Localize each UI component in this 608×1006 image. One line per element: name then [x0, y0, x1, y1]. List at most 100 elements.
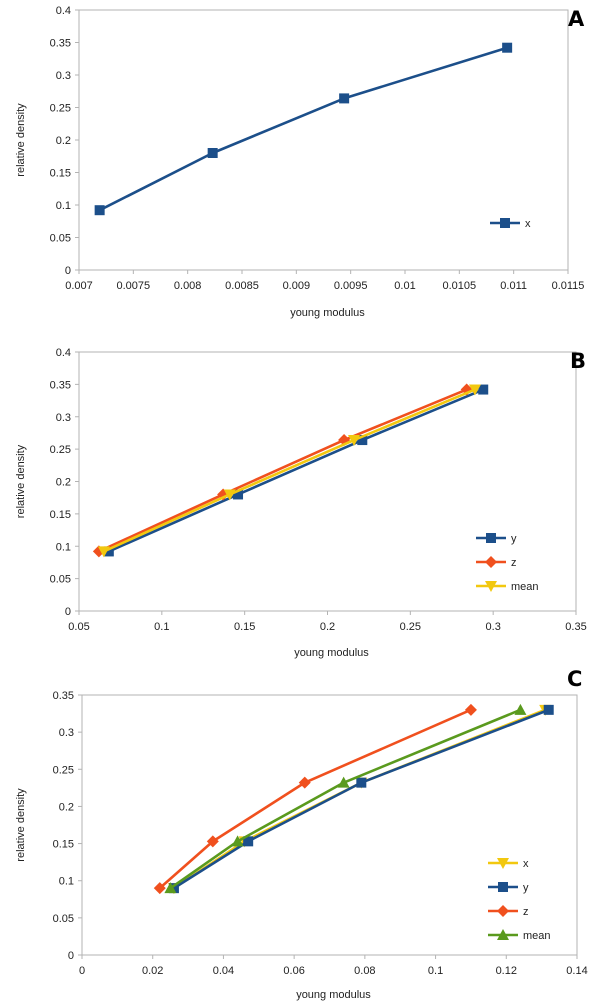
data-point-x — [94, 205, 105, 216]
chart-panel-a: 0 0.05 0.1 0.15 0.2 0.25 0.3 0.35 0.4 0.007 0.0075… — [15, 5, 585, 319]
legend-swatch-marker — [497, 858, 509, 869]
y-tick-label: 0.15 — [50, 509, 71, 521]
data-point-y — [357, 435, 368, 446]
legend-label-mean: mean — [511, 581, 539, 593]
y-tick-label: 0.3 — [59, 727, 74, 739]
chart-panel-b: 0 0.05 0.1 0.15 0.2 0.25 0.3 0.35 0.4 0.05 0.1 0.15… — [15, 347, 587, 659]
y-tick-label: 0 — [65, 606, 71, 618]
data-point-y — [168, 883, 179, 894]
data-point-y — [478, 384, 489, 395]
legend-label-x: x — [525, 218, 531, 230]
data-point-y — [543, 704, 554, 715]
x-tick-label: 0.007 — [65, 280, 93, 292]
data-point-mean — [97, 546, 110, 558]
x-tick-label: 0.12 — [496, 965, 517, 977]
x-tick-label: 0.01 — [394, 280, 415, 292]
x-tick-label: 0.1 — [428, 965, 443, 977]
series-line-z — [98, 388, 468, 553]
series-x — [94, 42, 513, 216]
y-tick-label: 0.05 — [50, 574, 71, 586]
y-tick-label: 0.2 — [59, 801, 74, 813]
panel-letter: A — [568, 7, 585, 31]
data-point-mean — [348, 435, 361, 447]
y-tick-label: 0.1 — [59, 876, 74, 888]
legend: xyz mean — [488, 858, 551, 942]
data-point-mean — [231, 835, 244, 847]
data-point-z — [298, 776, 311, 789]
series-line-z — [158, 708, 472, 890]
x-axis-label: young modulus — [294, 647, 369, 659]
y-axis-label: relative density — [15, 103, 27, 177]
y-tick-label: 0.1 — [56, 200, 71, 212]
x-tick-label: 0.05 — [68, 621, 89, 633]
data-point-y — [233, 489, 244, 500]
x-tick-label: 0.14 — [566, 965, 587, 977]
y-tick-label: 0.1 — [56, 541, 71, 553]
y-tick-label: 0 — [65, 265, 71, 277]
plot-frame — [78, 9, 569, 271]
legend-swatch-marker — [500, 218, 510, 228]
x-axis-label: young modulus — [290, 307, 365, 319]
legend-label-mean: mean — [523, 930, 551, 942]
data-point-x — [502, 42, 513, 53]
y-tick-label: 0.25 — [50, 103, 71, 115]
panel-letter: C — [567, 667, 582, 691]
plot-frame — [78, 351, 577, 612]
legend-swatch-marker — [497, 929, 509, 940]
x-tick-label: 0.1 — [154, 621, 169, 633]
y-tick-label: 0.3 — [56, 70, 71, 82]
data-point-y — [103, 546, 114, 557]
legend: yz mean — [476, 533, 539, 593]
legend-label-y: y — [511, 533, 517, 545]
legend: x — [490, 218, 531, 230]
series-mean — [97, 384, 481, 558]
plot-frame — [81, 694, 578, 956]
series-line-mean — [103, 388, 476, 553]
y-axis-label: relative density — [15, 444, 27, 518]
legend-label-z: z — [523, 906, 529, 918]
legend-swatch-marker — [497, 905, 509, 917]
series-line-mean — [169, 708, 521, 890]
series-z — [153, 703, 477, 895]
x-tick-label: 0.0075 — [117, 280, 151, 292]
y-tick-label: 0.05 — [53, 913, 74, 925]
x-axis-label: young modulus — [296, 989, 371, 1001]
y-tick-label: 0.4 — [56, 347, 71, 359]
y-tick-label: 0.4 — [56, 5, 71, 17]
data-point-mean — [164, 882, 177, 894]
y-tick-label: 0.35 — [50, 379, 71, 391]
chart-panel-c: 0 0.05 0.1 0.15 0.2 0.25 0.3 0.35 0 0.02 0.04 0.06 0… — [15, 667, 588, 1001]
x-tick-label: 0 — [79, 965, 85, 977]
legend-label-z: z — [511, 557, 517, 569]
data-point-y — [356, 777, 367, 788]
data-point-z — [153, 882, 166, 895]
data-point-z — [464, 703, 477, 716]
series-line-x — [173, 708, 546, 890]
series-line-y — [173, 708, 550, 890]
y-tick-label: 0.2 — [56, 477, 71, 489]
data-point-z — [206, 835, 219, 848]
legend-swatch-marker — [485, 556, 497, 568]
y-tick-label: 0.15 — [53, 839, 74, 851]
data-point-mean — [223, 489, 236, 501]
y-tick-label: 0.25 — [50, 444, 71, 456]
series-line-x — [99, 46, 508, 212]
x-tick-label: 0.0115 — [552, 280, 585, 292]
data-point-mean — [468, 384, 481, 396]
y-tick-label: 0.15 — [50, 168, 71, 180]
legend-swatch-marker — [485, 581, 497, 592]
x-tick-label: 0.08 — [354, 965, 375, 977]
legend-label-x: x — [523, 858, 529, 870]
series-mean — [164, 703, 527, 894]
x-tick-label: 0.009 — [283, 280, 311, 292]
x-tick-label: 0.06 — [283, 965, 304, 977]
series-line-y — [108, 388, 484, 553]
x-tick-label: 0.02 — [142, 965, 163, 977]
x-tick-label: 0.3 — [486, 621, 501, 633]
data-point-x — [207, 148, 218, 158]
legend-swatch-marker — [498, 882, 508, 892]
y-tick-label: 0.3 — [56, 412, 71, 424]
y-tick-label: 0.2 — [56, 135, 71, 147]
panel-letter: B — [570, 349, 586, 373]
